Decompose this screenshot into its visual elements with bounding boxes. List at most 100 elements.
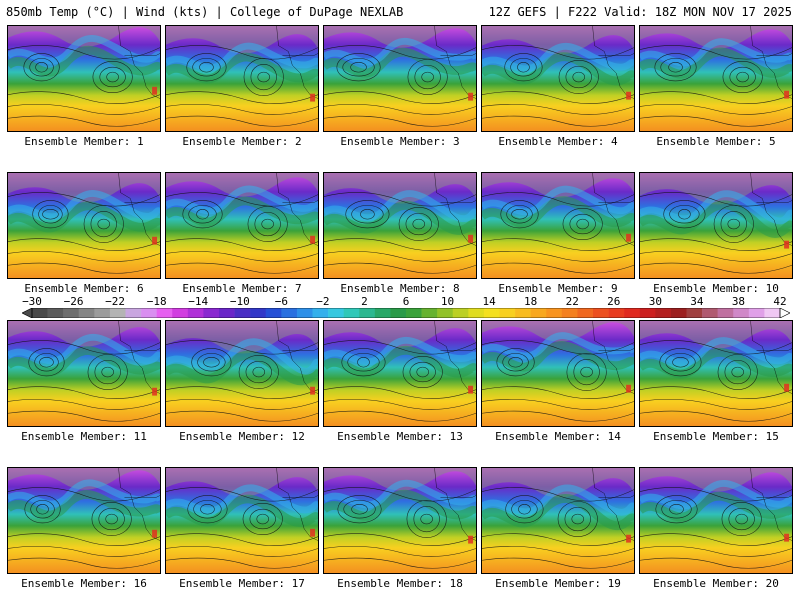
temperature-map — [8, 173, 160, 278]
temperature-map — [482, 321, 634, 426]
ensemble-member-label: Ensemble Member: 8 — [340, 282, 460, 295]
ensemble-member-map[interactable] — [7, 172, 161, 279]
colorbar-tick-labels: −30 −26 −22 −18 −14 −10 −6 −2 2 6 10 14 18 22 26 30 34 38… — [22, 296, 790, 308]
colorbar-bin — [265, 308, 282, 318]
ensemble-member-map[interactable] — [323, 320, 477, 427]
colorbar-bin — [670, 308, 687, 318]
colorbar-bin — [63, 308, 80, 318]
colorbar-bin — [764, 308, 781, 318]
colorbar-bin — [733, 308, 750, 318]
ensemble-member-map[interactable] — [323, 467, 477, 574]
ensemble-member-label: Ensemble Member: 11 — [21, 430, 147, 443]
colorbar-bin — [530, 308, 547, 318]
colorbar-tick-label: −22 — [105, 295, 126, 308]
colorbar-bin — [312, 308, 329, 318]
colorbar-bin — [421, 308, 438, 318]
colorbar-tick-label: −14 — [188, 295, 209, 308]
colorbar-max-arrow — [779, 308, 790, 318]
colorbar-bin — [343, 308, 360, 318]
ensemble-member-label: Ensemble Member: 1 — [24, 135, 144, 148]
colorbar-bin — [296, 308, 313, 318]
colorbar-bin — [359, 308, 376, 318]
temperature-map — [640, 173, 792, 278]
colorbar-scale — [22, 308, 790, 318]
colorbar-bin — [452, 308, 469, 318]
colorbar-tick-label: 42 — [773, 295, 787, 308]
temperature-map — [8, 26, 160, 131]
colorbar-bin — [406, 308, 422, 318]
ensemble-member-label: Ensemble Member: 5 — [656, 135, 776, 148]
ensemble-member-map[interactable] — [165, 320, 319, 427]
ensemble-member-label: Ensemble Member: 3 — [340, 135, 460, 148]
ensemble-member-map[interactable] — [481, 467, 635, 574]
colorbar-bin — [702, 308, 718, 318]
colorbar-tick-label: 34 — [690, 295, 704, 308]
colorbar-tick-label: 22 — [565, 295, 579, 308]
colorbar-bin — [561, 308, 578, 318]
ensemble-member-label: Ensemble Member: 7 — [182, 282, 302, 295]
ensemble-member-label: Ensemble Member: 6 — [24, 282, 144, 295]
colorbar-bin — [624, 308, 641, 318]
colorbar-tick-label: −26 — [63, 295, 84, 308]
ensemble-member-label: Ensemble Member: 12 — [179, 430, 305, 443]
ensemble-member-map[interactable] — [323, 172, 477, 279]
temperature-map — [166, 173, 318, 278]
ensemble-member-label: Ensemble Member: 4 — [498, 135, 618, 148]
colorbar-bin — [32, 308, 48, 318]
colorbar-bin — [577, 308, 594, 318]
ensemble-member-map[interactable] — [165, 25, 319, 132]
ensemble-member-map[interactable] — [639, 467, 793, 574]
colorbar-bin — [281, 308, 298, 318]
temperature-map — [324, 321, 476, 426]
temperature-map — [482, 173, 634, 278]
colorbar-tick-label: 2 — [361, 295, 368, 308]
colorbar-bin — [219, 308, 235, 318]
ensemble-member-map[interactable] — [7, 25, 161, 132]
temperature-map — [166, 321, 318, 426]
ensemble-member-map[interactable] — [481, 320, 635, 427]
colorbar-bin — [172, 308, 189, 318]
ensemble-member-map[interactable] — [7, 320, 161, 427]
colorbar-outline — [31, 308, 781, 318]
ensemble-member-map[interactable] — [481, 25, 635, 132]
header-title: 850mb Temp (°C) | Wind (kts) | College o… — [6, 5, 404, 19]
ensemble-member-map[interactable] — [639, 25, 793, 132]
ensemble-member-label: Ensemble Member: 15 — [653, 430, 779, 443]
colorbar-tick-label: −30 — [22, 295, 42, 308]
header-model-run: 12Z GEFS | F222 Valid: 18Z MON NOV 17 20… — [488, 5, 792, 19]
colorbar-bin — [437, 308, 454, 318]
colorbar-bin — [234, 308, 251, 318]
colorbar-tick-label: 26 — [607, 295, 621, 308]
ensemble-member-map[interactable] — [165, 467, 319, 574]
colorbar-bin — [125, 308, 142, 318]
ensemble-member-map[interactable] — [481, 172, 635, 279]
ensemble-member-map[interactable] — [639, 320, 793, 427]
colorbar-tick-label: 14 — [482, 295, 496, 308]
ensemble-member-map[interactable] — [639, 172, 793, 279]
colorbar-bin — [78, 308, 95, 318]
colorbar-tick-label: 18 — [524, 295, 538, 308]
ensemble-member-label: Ensemble Member: 13 — [337, 430, 463, 443]
colorbar-bin — [639, 308, 656, 318]
colorbar-bin — [608, 308, 625, 318]
colorbar-tick-label: −10 — [229, 295, 250, 308]
ensemble-member-map[interactable] — [7, 467, 161, 574]
temperature-map — [8, 468, 160, 573]
colorbar-bin — [94, 308, 111, 318]
colorbar-bin — [250, 308, 267, 318]
temperature-map — [482, 468, 634, 573]
temperature-map — [482, 26, 634, 131]
colorbar-bin — [390, 308, 407, 318]
ensemble-member-label: Ensemble Member: 14 — [495, 430, 621, 443]
colorbar-bin — [593, 308, 609, 318]
ensemble-member-label: Ensemble Member: 10 — [653, 282, 779, 295]
ensemble-member-map[interactable] — [323, 25, 477, 132]
temperature-map — [8, 321, 160, 426]
ensemble-member-map[interactable] — [165, 172, 319, 279]
colorbar-bin — [203, 308, 220, 318]
temperature-map — [640, 468, 792, 573]
colorbar-bin — [141, 308, 157, 318]
ensemble-member-label: Ensemble Member: 18 — [337, 577, 463, 590]
colorbar-tick-label: 6 — [402, 295, 410, 308]
colorbar-bin — [47, 308, 64, 318]
